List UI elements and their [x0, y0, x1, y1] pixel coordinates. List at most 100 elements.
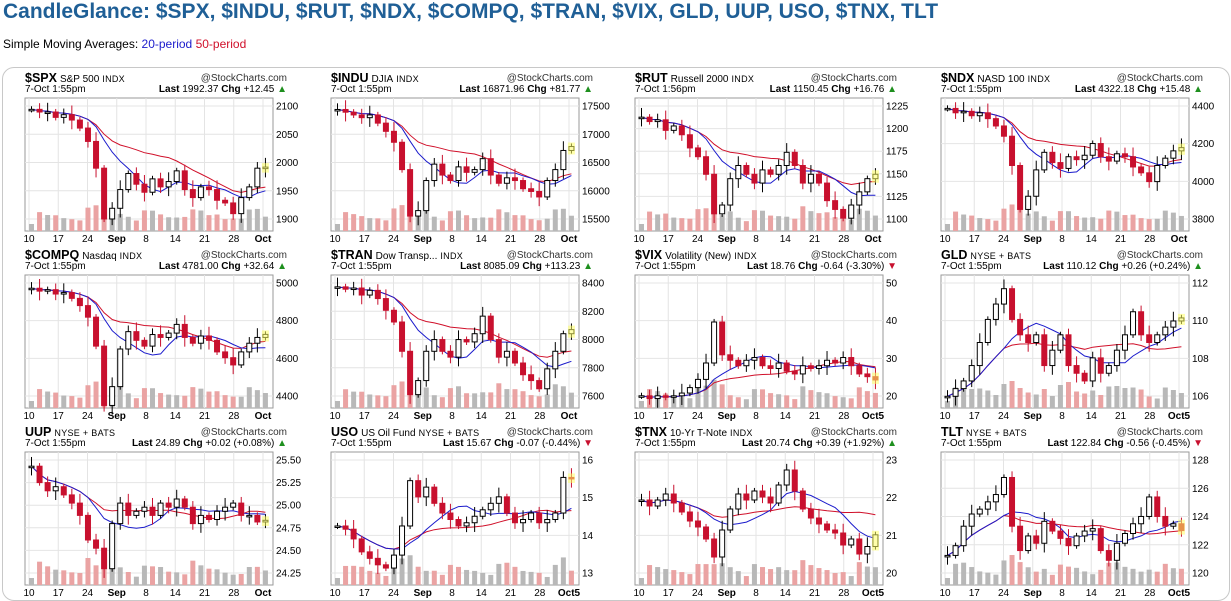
- volume-bar: [206, 568, 212, 585]
- candle: [382, 116, 389, 138]
- volume-bar: [367, 570, 373, 585]
- sma20-line: [947, 511, 1182, 556]
- volume-bar: [335, 224, 341, 231]
- chart-card[interactable]: TLT NYSE + BATS @StockCharts.com 7-Oct 1:55…: [939, 425, 1231, 599]
- volume-bar: [1106, 562, 1112, 585]
- volume-bar: [544, 576, 550, 585]
- symbol-link[interactable]: USO: [331, 425, 359, 439]
- candle: [711, 165, 718, 224]
- candle: [93, 533, 100, 555]
- chart-card[interactable]: $SPX S&P 500 INDX @StockCharts.com 7-Oct 1:5…: [23, 71, 325, 245]
- volume-bar: [472, 218, 478, 231]
- chart-card[interactable]: $NDX NASD 100 INDX @StockCharts.com 7-Oct 1:…: [939, 71, 1231, 245]
- symbol-link[interactable]: $VIX: [635, 248, 663, 262]
- volume-bar: [1098, 395, 1104, 408]
- chart-card[interactable]: UUP NYSE + BATS @StockCharts.com 7-Oct 1:55…: [23, 425, 325, 599]
- volume-bar: [335, 578, 341, 585]
- x-tick-label: 8: [1059, 234, 1065, 245]
- x-tick-label: 21: [1115, 234, 1127, 245]
- candle: [222, 345, 229, 364]
- symbol-link[interactable]: $TNX: [635, 425, 667, 439]
- x-tick-label: 8: [753, 588, 759, 599]
- candle: [1033, 529, 1040, 550]
- x-tick-label: 14: [780, 588, 792, 599]
- volume-bar: [37, 561, 43, 585]
- volume-bar: [1082, 393, 1088, 408]
- chart-card[interactable]: $TNX 10-Yr T-Note INDX @StockCharts.com 7-Oc…: [633, 425, 935, 599]
- volume-bar: [464, 393, 470, 408]
- sma20-line: [947, 322, 1182, 397]
- plot-frame: [24, 274, 274, 409]
- volume-bar: [1009, 381, 1015, 408]
- candle: [374, 284, 381, 305]
- x-tick-label: Sep: [1024, 588, 1042, 599]
- y-tick-label: 122: [1192, 540, 1209, 551]
- volume-bar: [439, 220, 445, 231]
- volume-bar: [639, 401, 645, 408]
- volume-bar: [856, 387, 862, 408]
- x-tick-label: 10: [23, 588, 35, 599]
- y-tick-label: 1125: [886, 192, 908, 203]
- chart-card[interactable]: GLD NYSE + BATS @StockCharts.com 7-Oct 1:55…: [939, 248, 1231, 422]
- candle: [447, 345, 454, 364]
- volume-bar: [383, 220, 389, 231]
- volume-bar: [447, 211, 453, 231]
- symbol-link[interactable]: $SPX: [25, 71, 57, 85]
- last-label: Last: [769, 84, 791, 95]
- volume-bar: [359, 216, 365, 231]
- volume-bar: [679, 572, 685, 585]
- symbol-link[interactable]: $NDX: [941, 71, 975, 85]
- candle: [1017, 516, 1024, 560]
- candle: [342, 283, 349, 293]
- symbol-link[interactable]: $TRAN: [331, 248, 373, 262]
- volume-bar: [751, 389, 757, 408]
- price-chart: 10 17 24 Sep 8 14 21 28 Oct 2100 2050 2000 1950 1900: [23, 97, 299, 245]
- volume-bar: [768, 393, 774, 408]
- volume-bar: [1066, 211, 1072, 231]
- chart-card[interactable]: $RUT Russell 2000 INDX @StockCharts.com 7-Oc…: [633, 71, 935, 245]
- chart-card[interactable]: USO US Oil Fund NYSE + BATS @StockCharts.co…: [329, 425, 631, 599]
- x-tick-label: 17: [359, 588, 371, 599]
- symbol-link[interactable]: GLD: [941, 248, 968, 262]
- chart-card[interactable]: $VIX Volatility (New) INDX @StockCharts.com…: [633, 248, 935, 422]
- volume-bar: [141, 565, 147, 585]
- y-tick-label: 24.75: [276, 523, 301, 534]
- x-tick-label: 28: [838, 588, 850, 599]
- y-tick-label: 4400: [1192, 102, 1215, 113]
- volume-bar: [1106, 386, 1112, 408]
- quote-line: Last 1992.37 Chg +12.45 ▲: [159, 84, 287, 96]
- candle: [727, 505, 734, 534]
- volume-bar: [1130, 568, 1136, 585]
- symbol-link[interactable]: TLT: [941, 425, 963, 439]
- candle: [1073, 532, 1080, 549]
- candle: [1097, 348, 1104, 383]
- x-tick-label: 10: [23, 234, 35, 245]
- x-tick-label: 10: [939, 411, 951, 422]
- volume-bar: [456, 566, 462, 585]
- volume-bar: [824, 393, 830, 408]
- candle: [646, 490, 653, 516]
- candle: [254, 328, 261, 353]
- volume-bar: [61, 395, 67, 408]
- candle: [350, 281, 357, 296]
- volume-bar: [1066, 382, 1072, 408]
- volume-bar: [423, 570, 429, 585]
- symbol-link[interactable]: $COMPQ: [25, 248, 80, 262]
- chart-card[interactable]: $COMPQ Nasdaq INDX @StockCharts.com 7-Oct 1:…: [23, 248, 325, 422]
- x-tick-label: Sep: [108, 588, 126, 599]
- chart-card[interactable]: $TRAN Dow Transp... INDX @StockCharts.com 7-…: [329, 248, 631, 422]
- candle: [654, 496, 661, 510]
- volume-bar: [367, 394, 373, 408]
- candle: [775, 159, 782, 181]
- candle: [222, 197, 229, 207]
- symbol-link[interactable]: $INDU: [331, 71, 369, 85]
- volume-bar: [993, 220, 999, 231]
- candle: [366, 105, 373, 127]
- chart-card[interactable]: $INDU DJIA INDX @StockCharts.com 7-Oct 1:55p…: [329, 71, 631, 245]
- symbol-link[interactable]: UUP: [25, 425, 52, 439]
- volume-bar: [230, 574, 236, 585]
- volume-bar: [568, 215, 574, 231]
- instrument-name: NASD 100: [977, 74, 1025, 85]
- symbol-link[interactable]: $RUT: [635, 71, 668, 85]
- volume-bar: [703, 385, 709, 408]
